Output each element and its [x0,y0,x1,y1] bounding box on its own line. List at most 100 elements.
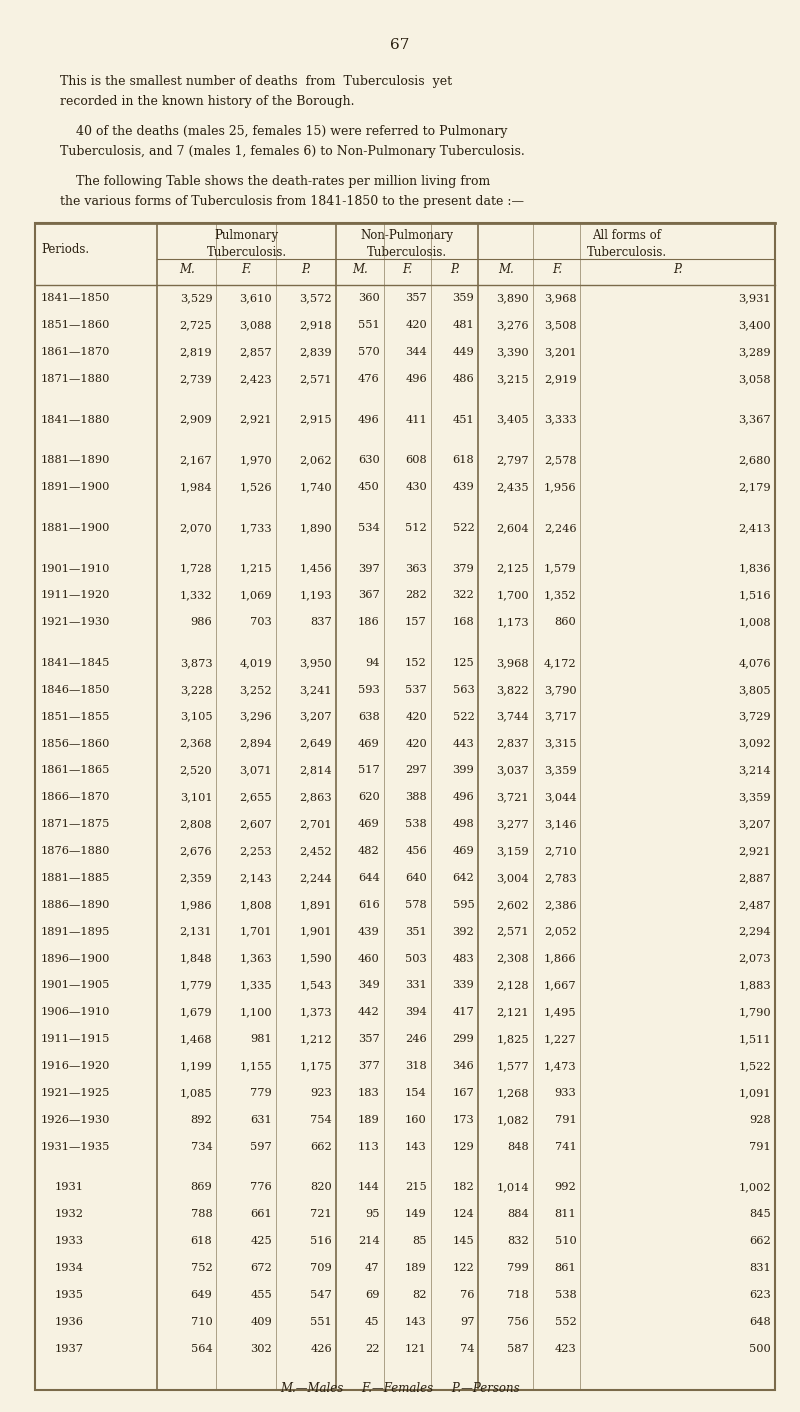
Text: 848: 848 [507,1142,529,1152]
Text: 1841—1880: 1841—1880 [41,415,110,425]
Text: 570: 570 [358,347,379,357]
Text: F.: F. [402,263,412,275]
Text: 3,367: 3,367 [738,415,771,425]
Text: 339: 339 [453,980,474,990]
Text: 469: 469 [358,738,379,748]
Text: 3,822: 3,822 [496,685,529,695]
Text: 154: 154 [405,1087,427,1099]
Text: 3,215: 3,215 [496,374,529,384]
Text: 3,805: 3,805 [738,685,771,695]
Text: 884: 884 [507,1209,529,1219]
Text: 620: 620 [358,792,379,802]
Text: 1,740: 1,740 [299,483,332,493]
Text: 482: 482 [358,846,379,856]
Text: 144: 144 [358,1182,379,1192]
Text: 861: 861 [554,1262,576,1274]
Text: 1901—1910: 1901—1910 [41,563,110,573]
Text: 1,175: 1,175 [299,1060,332,1072]
Text: 776: 776 [250,1182,272,1192]
Text: 3,333: 3,333 [544,415,576,425]
Text: 85: 85 [413,1236,427,1245]
Text: 1891—1900: 1891—1900 [41,483,110,493]
Text: 522: 522 [453,712,474,722]
Text: 1,332: 1,332 [180,590,212,600]
Text: 182: 182 [453,1182,474,1192]
Text: 1926—1930: 1926—1930 [41,1115,110,1125]
Text: 379: 379 [453,563,474,573]
Text: 537: 537 [405,685,427,695]
Text: 2,368: 2,368 [180,738,212,748]
Text: This is the smallest number of deaths  from  Tuberculosis  yet: This is the smallest number of deaths fr… [60,75,452,88]
Text: 2,837: 2,837 [496,738,529,748]
Text: 450: 450 [358,483,379,493]
Text: 1,014: 1,014 [496,1182,529,1192]
Text: 1,227: 1,227 [544,1034,576,1043]
Text: 1,456: 1,456 [299,563,332,573]
Text: 67: 67 [390,38,410,52]
Text: 2,294: 2,294 [738,926,771,936]
Text: 1,526: 1,526 [240,483,272,493]
Text: 3,207: 3,207 [299,712,332,722]
Text: 3,277: 3,277 [496,819,529,829]
Text: 1,590: 1,590 [299,953,332,963]
Text: 992: 992 [554,1182,576,1192]
Text: 2,167: 2,167 [180,455,212,466]
Text: 2,915: 2,915 [299,415,332,425]
Text: 2,602: 2,602 [496,899,529,909]
Text: 4,019: 4,019 [240,658,272,668]
Text: 2,359: 2,359 [180,873,212,882]
Text: 1866—1870: 1866—1870 [41,792,110,802]
Text: 2,070: 2,070 [180,522,212,532]
Text: 1,790: 1,790 [738,1007,771,1017]
Text: 331: 331 [405,980,427,990]
Text: 718: 718 [507,1289,529,1300]
Text: 2,131: 2,131 [180,926,212,936]
Text: 2,452: 2,452 [299,846,332,856]
Text: 496: 496 [405,374,427,384]
Text: 3,931: 3,931 [738,294,771,304]
Text: 1,543: 1,543 [299,980,332,990]
Text: 40 of the deaths (males 25, females 15) were referred to Pulmonary: 40 of the deaths (males 25, females 15) … [60,126,507,138]
Text: 1,579: 1,579 [544,563,576,573]
Text: 449: 449 [453,347,474,357]
Text: 1,522: 1,522 [738,1060,771,1072]
Text: 551: 551 [310,1316,332,1327]
Text: 3,228: 3,228 [180,685,212,695]
Text: 397: 397 [358,563,379,573]
Text: 578: 578 [405,899,427,909]
Text: 538: 538 [405,819,427,829]
Text: P.: P. [302,263,311,275]
Text: 2,244: 2,244 [299,873,332,882]
Text: 2,128: 2,128 [496,980,529,990]
Text: 608: 608 [405,455,427,466]
Text: 388: 388 [405,792,427,802]
Text: 483: 483 [453,953,474,963]
Text: 2,919: 2,919 [544,374,576,384]
Text: 74: 74 [460,1344,474,1354]
Text: 1,193: 1,193 [299,590,332,600]
Text: 892: 892 [190,1115,212,1125]
Text: 486: 486 [453,374,474,384]
Text: 69: 69 [365,1289,379,1300]
Text: 595: 595 [453,899,474,909]
Text: 344: 344 [405,347,427,357]
Text: 3,088: 3,088 [240,321,272,330]
Text: 662: 662 [310,1142,332,1152]
Text: 3,289: 3,289 [738,347,771,357]
Text: 3,390: 3,390 [496,347,529,357]
Text: 2,487: 2,487 [738,899,771,909]
Text: 3,721: 3,721 [496,792,529,802]
Text: 3,241: 3,241 [299,685,332,695]
Text: 3,873: 3,873 [180,658,212,668]
Text: 455: 455 [250,1289,272,1300]
Text: 2,710: 2,710 [544,846,576,856]
Text: 791: 791 [750,1142,771,1152]
Text: 756: 756 [507,1316,529,1327]
Text: 2,578: 2,578 [544,455,576,466]
Text: 1,667: 1,667 [544,980,576,990]
Text: 3,092: 3,092 [738,738,771,748]
Text: M.: M. [352,263,368,275]
Text: 2,676: 2,676 [180,846,212,856]
Text: 1,779: 1,779 [180,980,212,990]
Text: 3,276: 3,276 [496,321,529,330]
